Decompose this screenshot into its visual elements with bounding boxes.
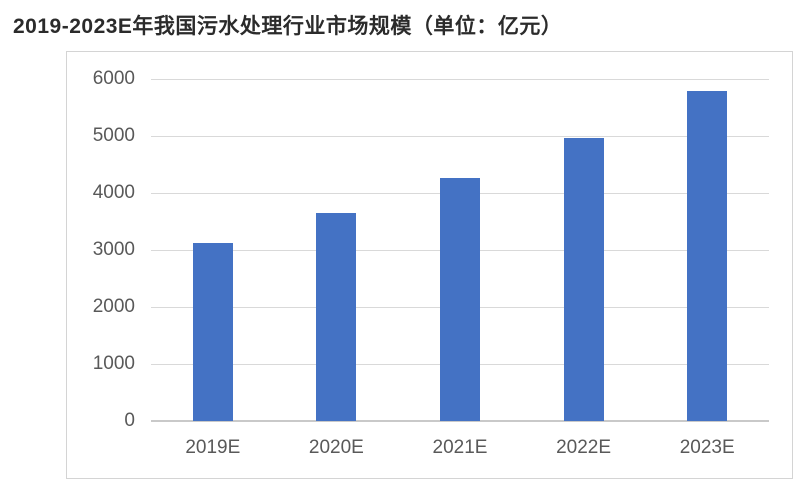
bar-2022E	[563, 138, 604, 421]
x-tick-label-2022E: 2022E	[556, 437, 612, 458]
y-tick-label-2000: 2000	[92, 296, 135, 317]
x-tick-label-2023E: 2023E	[679, 437, 735, 458]
bar-2021E	[440, 178, 480, 421]
y-tick-label-3000: 3000	[92, 239, 135, 260]
y-tick-label-4000: 4000	[92, 182, 135, 203]
bar-2023E	[687, 91, 728, 421]
y-tick-label-1000: 1000	[92, 353, 135, 374]
y-tick-label-5000: 5000	[92, 125, 135, 146]
y-tick-label-6000: 6000	[92, 68, 135, 89]
bar-2020E	[316, 213, 357, 421]
chart-frame: 0 1000 2000 3000 4000 5000 6000 2019E 2020E 2021…	[66, 51, 793, 479]
x-tick-label-2020E: 2020E	[308, 437, 364, 458]
y-tick-label-0: 0	[124, 410, 135, 431]
x-axis-line	[151, 420, 769, 422]
x-tick-label-2021E: 2021E	[432, 437, 488, 458]
gridline-5000	[151, 136, 769, 137]
plot-area	[151, 79, 769, 422]
x-tick-label-2019E: 2019E	[185, 437, 241, 458]
bar-2019E	[192, 242, 233, 421]
chart-title: 2019-2023E年我国污水处理行业市场规模（单位：亿元）	[13, 15, 563, 38]
gridline-6000	[151, 79, 769, 80]
